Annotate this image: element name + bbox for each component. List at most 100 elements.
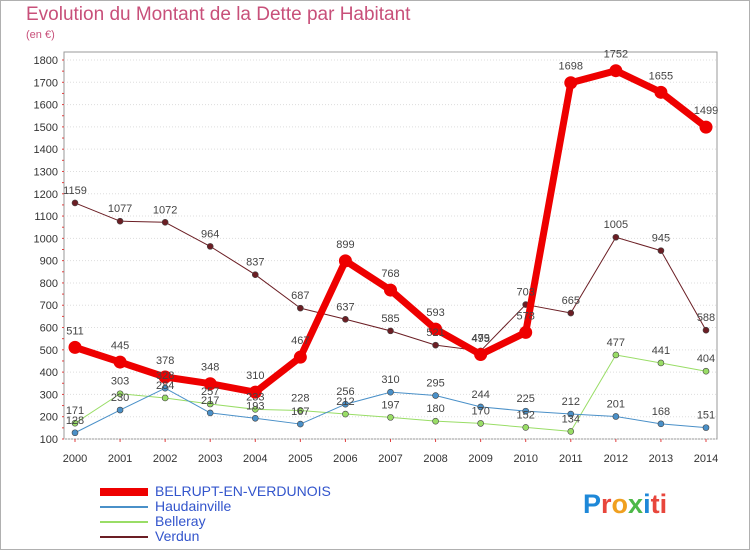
data-label-belrupt-en-verdunois: 593 — [426, 307, 444, 319]
data-point-belrupt-en-verdunois — [113, 355, 127, 369]
data-labels: 1159 1077 1072 964 837 687 637 585 521 495 703 665 1… — [63, 49, 718, 427]
data-point-haudainville — [342, 400, 349, 408]
data-point-haudainville — [432, 392, 439, 399]
x-tick-label: 2013 — [649, 453, 673, 465]
legend-label-haudainville: Haudainville — [155, 498, 232, 514]
data-point-belrupt-en-verdunois — [429, 322, 443, 336]
data-label-verdun: 665 — [562, 295, 580, 307]
data-label-belleray: 180 — [426, 403, 444, 415]
data-label-haudainville: 212 — [562, 396, 580, 408]
data-label-belrupt-en-verdunois: 1698 — [559, 61, 583, 73]
x-tick-label: 2006 — [333, 453, 357, 465]
data-label-verdun: 1077 — [108, 203, 132, 215]
data-point-verdun — [251, 271, 259, 278]
data-point-belrupt-en-verdunois — [158, 370, 172, 384]
y-tick-label: 900 — [40, 256, 58, 268]
y-tick-label: 1800 — [34, 55, 58, 67]
legend-label-belleray: Belleray — [155, 513, 206, 529]
legend-swatch-verdun — [100, 536, 148, 538]
data-point-belleray — [657, 359, 665, 367]
data-label-belleray: 134 — [562, 413, 580, 425]
data-label-belrupt-en-verdunois: 899 — [336, 239, 354, 251]
x-tick-label: 2011 — [559, 453, 583, 465]
legend-item-verdun[interactable]: Verdun — [100, 529, 420, 544]
x-tick-label: 2014 — [694, 453, 718, 465]
chart-unit: (en €) — [26, 29, 55, 41]
x-tick-label: 2007 — [378, 453, 402, 465]
data-label-belrupt-en-verdunois: 310 — [246, 370, 264, 382]
x-tick-label: 2008 — [423, 453, 447, 465]
data-label-haudainville: 217 — [201, 395, 219, 407]
data-label-belrupt-en-verdunois: 479 — [471, 333, 489, 345]
data-point-verdun — [612, 233, 620, 241]
data-label-belleray: 152 — [517, 409, 535, 421]
data-point-haudainville — [522, 407, 530, 415]
legend-item-belrupt[interactable]: BELRUPT-EN-VERDUNOIS — [100, 484, 420, 499]
data-point-haudainville — [477, 403, 484, 411]
legend-swatch-belleray — [100, 521, 148, 523]
data-point-verdun — [432, 341, 439, 349]
y-tick-label: 200 — [40, 412, 58, 424]
data-label-haudainville: 225 — [517, 393, 535, 405]
data-label-haudainville: 201 — [607, 398, 625, 410]
data-point-belrupt-en-verdunois — [68, 340, 82, 354]
x-tick-label: 2010 — [513, 453, 537, 465]
data-point-belleray — [342, 410, 349, 418]
data-label-verdun: 687 — [291, 290, 309, 302]
data-point-verdun — [71, 199, 79, 207]
data-label-verdun: 1005 — [604, 219, 628, 231]
data-point-belleray — [116, 390, 124, 398]
data-point-belrupt-en-verdunois — [609, 64, 623, 78]
data-label-verdun: 964 — [201, 228, 219, 240]
data-label-belleray: 404 — [697, 353, 715, 365]
data-point-belrupt-en-verdunois — [384, 283, 397, 297]
data-label-belleray: 228 — [291, 392, 309, 404]
data-label-belrupt-en-verdunois: 445 — [111, 340, 129, 352]
data-point-verdun — [161, 219, 169, 226]
data-label-belleray: 303 — [111, 376, 129, 388]
x-tick-label: 2001 — [108, 453, 132, 465]
data-point-belleray — [477, 420, 484, 427]
data-point-verdun — [342, 315, 349, 323]
data-label-haudainville: 167 — [291, 406, 309, 418]
data-point-haudainville — [657, 420, 665, 428]
data-label-verdun: 945 — [652, 233, 670, 245]
data-point-belleray — [612, 351, 620, 359]
data-point-belleray — [432, 417, 439, 425]
data-point-belleray — [71, 419, 79, 427]
data-label-haudainville: 295 — [426, 378, 444, 390]
data-point-belleray — [297, 407, 304, 414]
x-tick-label: 2009 — [468, 453, 492, 465]
data-label-belleray: 284 — [156, 380, 174, 392]
data-label-haudainville: 244 — [471, 389, 489, 401]
data-point-belrupt-en-verdunois — [519, 325, 533, 339]
data-point-verdun — [387, 327, 394, 335]
data-label-verdun: 837 — [246, 257, 264, 269]
data-point-haudainville — [116, 406, 124, 414]
y-tick-label: 600 — [40, 323, 58, 335]
y-tick-label: 1400 — [34, 144, 58, 156]
data-label-verdun: 637 — [336, 301, 354, 313]
proxiti-logo: Proxiti — [583, 489, 668, 519]
data-label-verdun: 1072 — [153, 204, 177, 216]
data-label-belrupt-en-verdunois: 348 — [201, 362, 219, 374]
data-label-belleray: 171 — [66, 405, 84, 417]
data-point-belrupt-en-verdunois — [654, 85, 668, 99]
data-point-verdun — [702, 326, 710, 334]
legend-item-belleray[interactable]: Belleray — [100, 514, 420, 529]
x-tick-label: 2004 — [243, 453, 267, 465]
data-point-belleray — [702, 367, 710, 375]
y-tick-label: 1300 — [34, 166, 58, 178]
y-tick-label: 1200 — [34, 189, 58, 201]
legend-item-haudainville[interactable]: Haudainville — [100, 499, 420, 514]
data-label-belrupt-en-verdunois: 378 — [156, 355, 174, 367]
data-point-belleray — [161, 394, 169, 402]
data-label-belleray: 212 — [336, 396, 354, 408]
y-tick-label: 100 — [40, 434, 58, 446]
data-label-belrupt-en-verdunois: 467 — [291, 335, 309, 347]
data-label-belrupt-en-verdunois: 1499 — [694, 105, 718, 117]
y-tick-label: 1500 — [34, 122, 58, 134]
data-label-belleray: 477 — [607, 337, 625, 349]
data-point-belrupt-en-verdunois — [564, 76, 578, 90]
x-tick-label: 2002 — [153, 453, 177, 465]
